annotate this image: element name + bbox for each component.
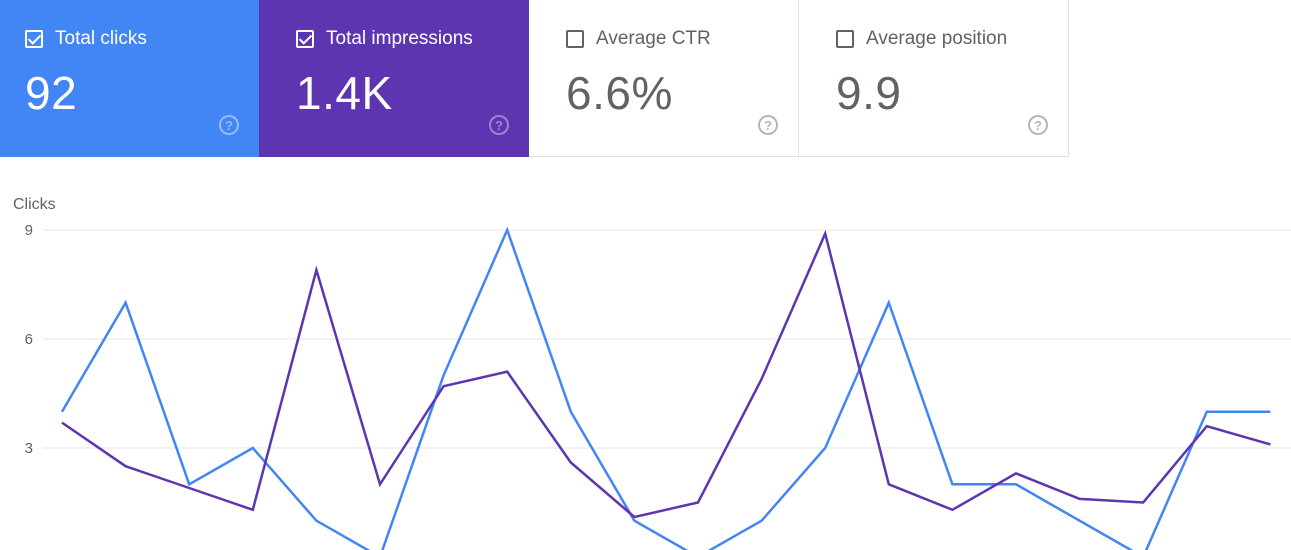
card-value: 9.9 xyxy=(836,67,902,119)
card-total-clicks[interactable]: Total clicks 92 ? xyxy=(0,0,259,157)
series-lines xyxy=(60,226,1271,550)
series-line-0[interactable] xyxy=(60,226,1271,550)
card-value: 92 xyxy=(25,67,78,119)
clicks-line-chart[interactable]: Clicks 9630 xyxy=(0,180,1291,550)
y-axis-title: Clicks xyxy=(13,196,56,213)
checkbox-checked-icon[interactable] xyxy=(296,30,314,48)
card-value: 1.4K xyxy=(296,67,393,119)
help-icon[interactable]: ? xyxy=(1028,115,1048,135)
metric-cards: Total clicks 92 ? Total impressions 1.4K… xyxy=(0,0,1069,157)
y-tick-label: 9 xyxy=(25,222,33,239)
card-average-ctr[interactable]: Average CTR 6.6% ? xyxy=(529,0,799,157)
card-total-impressions[interactable]: Total impressions 1.4K ? xyxy=(259,0,529,157)
help-icon[interactable]: ? xyxy=(758,115,778,135)
card-header: Average position xyxy=(836,28,1007,50)
help-icon[interactable]: ? xyxy=(489,115,509,135)
card-label: Average position xyxy=(866,28,1008,49)
checkbox-unchecked-icon[interactable] xyxy=(566,30,584,48)
card-value: 6.6% xyxy=(566,67,673,119)
card-header: Average CTR xyxy=(566,28,711,50)
checkbox-checked-icon[interactable] xyxy=(25,30,43,48)
checkbox-unchecked-icon[interactable] xyxy=(836,30,854,48)
card-header: Total clicks xyxy=(25,28,147,50)
series-line-1[interactable] xyxy=(61,229,1271,519)
card-label: Average CTR xyxy=(596,28,711,49)
card-header: Total impressions xyxy=(296,28,473,50)
y-tick-label: 6 xyxy=(25,331,33,348)
card-label: Total impressions xyxy=(326,28,473,49)
help-icon[interactable]: ? xyxy=(219,115,239,135)
y-ticks: 9630 xyxy=(25,222,33,550)
card-label: Total clicks xyxy=(55,28,147,49)
card-average-position[interactable]: Average position 9.9 ? xyxy=(799,0,1069,157)
y-tick-label: 3 xyxy=(25,440,33,457)
